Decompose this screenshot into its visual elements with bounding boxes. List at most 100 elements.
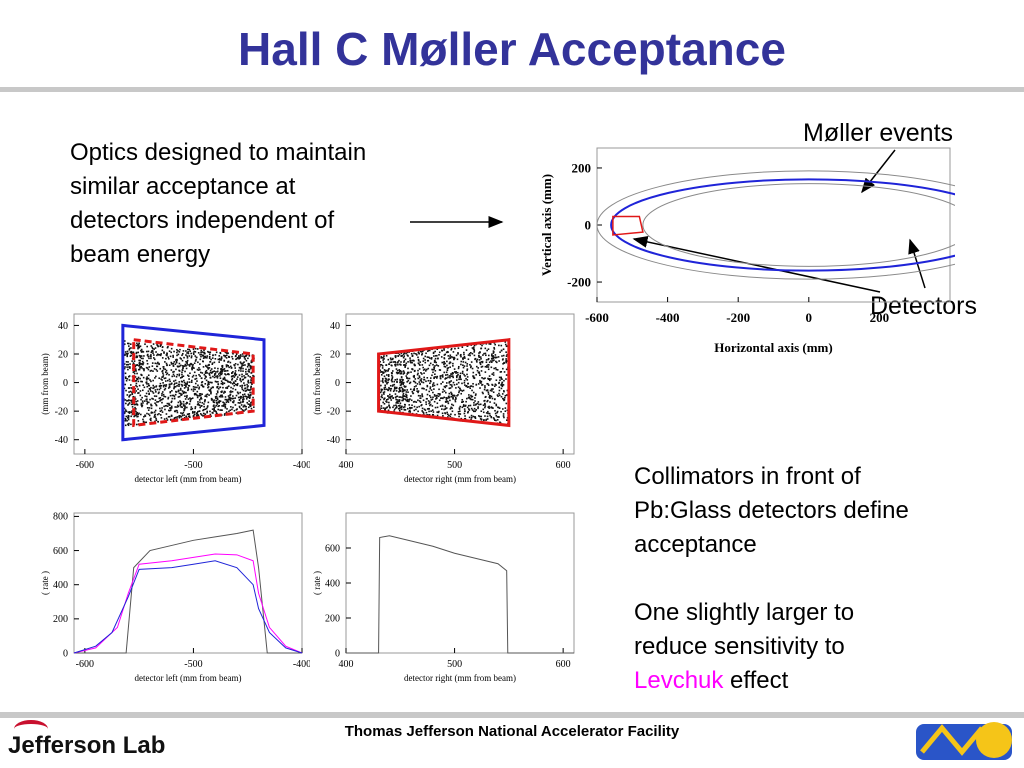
scatter-point bbox=[216, 397, 219, 399]
scatter-point bbox=[136, 364, 139, 366]
scatter-point bbox=[439, 394, 441, 396]
scatter-point bbox=[397, 355, 399, 357]
scatter-point bbox=[229, 393, 232, 396]
scatter-point bbox=[451, 394, 454, 397]
y-tick-label: -20 bbox=[327, 406, 340, 417]
scatter-point bbox=[406, 396, 408, 399]
scatter-point bbox=[234, 363, 237, 365]
x-tick-label: 600 bbox=[556, 460, 571, 471]
scatter-point bbox=[471, 367, 474, 370]
scatter-point bbox=[243, 377, 246, 379]
scatter-point bbox=[494, 356, 497, 359]
scatter-point bbox=[205, 369, 208, 372]
scatter-point bbox=[487, 393, 490, 395]
scatter-point bbox=[124, 424, 127, 427]
scatter-point bbox=[445, 391, 447, 394]
scatter-point bbox=[134, 414, 136, 417]
scatter-point bbox=[431, 374, 433, 377]
scatter-point bbox=[477, 407, 479, 410]
scatter-point bbox=[457, 365, 460, 368]
scatter-point bbox=[416, 388, 418, 390]
scatter-point bbox=[404, 358, 407, 361]
y-tick-label: -40 bbox=[55, 435, 68, 446]
scatter-point bbox=[495, 404, 498, 407]
scatter-point bbox=[174, 382, 176, 385]
scatter-point bbox=[390, 379, 393, 382]
scatter-point bbox=[150, 380, 152, 383]
scatter-point bbox=[399, 402, 402, 405]
scatter-point bbox=[410, 399, 413, 402]
scatter-point bbox=[498, 386, 501, 389]
scatter-point bbox=[452, 356, 455, 359]
scatter-point bbox=[173, 417, 176, 420]
scatter-point bbox=[443, 347, 445, 350]
scatter-point bbox=[469, 398, 472, 400]
scatter-point bbox=[503, 379, 505, 382]
scatter-point bbox=[216, 386, 219, 388]
scatter-point bbox=[226, 400, 229, 403]
scatter-point bbox=[153, 411, 156, 413]
scatter-point bbox=[486, 400, 488, 403]
scatter-point bbox=[248, 400, 250, 402]
scatter-point bbox=[487, 410, 489, 413]
scatter-point bbox=[467, 404, 470, 407]
scatter-point bbox=[192, 385, 195, 388]
scatter-point bbox=[238, 399, 241, 401]
scatter-point bbox=[163, 418, 166, 420]
scatter-point bbox=[486, 399, 489, 402]
scatter-point bbox=[387, 374, 390, 376]
scatter-point bbox=[244, 358, 247, 360]
scatter-point bbox=[170, 347, 173, 350]
scatter-point bbox=[212, 400, 215, 402]
scatter-point bbox=[473, 344, 476, 347]
scatter-point bbox=[383, 391, 386, 393]
scatter-point bbox=[241, 386, 243, 389]
scatter-point bbox=[385, 400, 387, 403]
scatter-point bbox=[426, 356, 429, 358]
scatter-point bbox=[398, 370, 401, 373]
scatter-point bbox=[470, 361, 473, 363]
scatter-point bbox=[444, 400, 447, 403]
scatter-point bbox=[465, 377, 467, 380]
scatter-point bbox=[148, 401, 150, 404]
detectors-callout: Detectors bbox=[870, 292, 977, 320]
scatter-point bbox=[161, 407, 163, 409]
scatter-point bbox=[227, 398, 230, 401]
scatter-point bbox=[128, 391, 130, 393]
scatter-point bbox=[444, 405, 447, 408]
scatter-left-points bbox=[122, 340, 255, 427]
scatter-point bbox=[380, 407, 383, 410]
scatter-point bbox=[456, 394, 458, 397]
scatter-point bbox=[165, 373, 168, 376]
scatter-point bbox=[213, 374, 216, 376]
scatter-point bbox=[480, 415, 483, 418]
scatter-point bbox=[380, 390, 383, 392]
scatter-point bbox=[167, 356, 170, 359]
scatter-point bbox=[178, 351, 181, 353]
scatter-point bbox=[238, 355, 240, 357]
scatter-point bbox=[125, 402, 127, 405]
scatter-point bbox=[154, 402, 156, 405]
scatter-point bbox=[419, 395, 422, 397]
scatter-point bbox=[382, 391, 385, 394]
scatter-point bbox=[396, 378, 398, 381]
scatter-point bbox=[380, 405, 383, 407]
scatter-point bbox=[139, 356, 142, 358]
scatter-point bbox=[450, 380, 452, 382]
scatter-point bbox=[156, 344, 158, 346]
scatter-point bbox=[383, 355, 385, 358]
scatter-point bbox=[491, 390, 493, 392]
scatter-point bbox=[229, 394, 231, 397]
scatter-point bbox=[477, 355, 480, 357]
scatter-point bbox=[243, 375, 245, 377]
scatter-point bbox=[226, 364, 228, 367]
scatter-point bbox=[178, 385, 180, 387]
scatter-point bbox=[401, 390, 404, 393]
scatter-point bbox=[429, 404, 431, 407]
scatter-point bbox=[482, 411, 485, 414]
scatter-point bbox=[160, 353, 162, 355]
scatter-point bbox=[416, 373, 419, 376]
y-tick-label: 20 bbox=[58, 349, 68, 360]
scatter-point bbox=[495, 414, 498, 417]
scatter-point bbox=[184, 363, 187, 366]
